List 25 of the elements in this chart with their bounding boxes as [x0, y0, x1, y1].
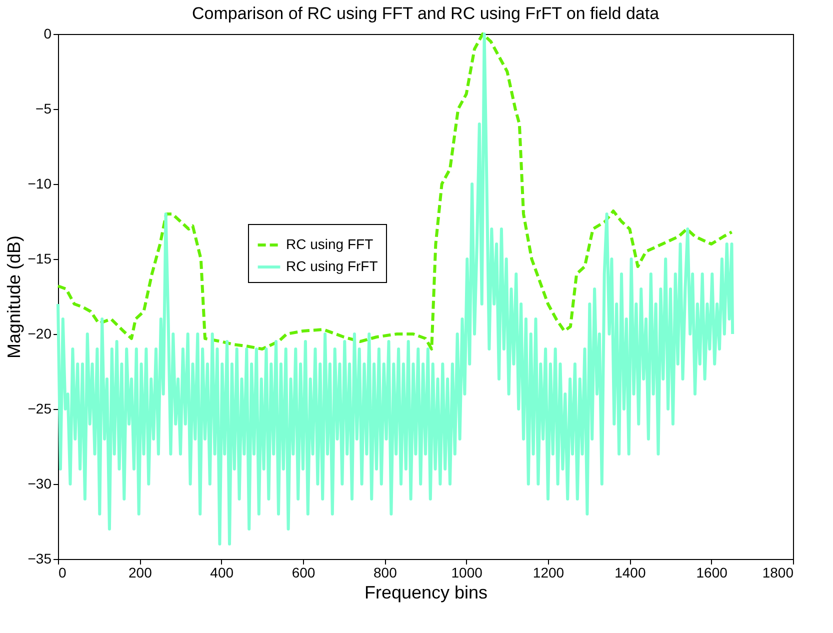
y-tick-label: −15: [28, 250, 52, 266]
x-tick-label: 400: [210, 564, 234, 580]
y-tick-label: −25: [28, 400, 52, 416]
y-tick-label: 0: [44, 26, 52, 42]
x-tick-label: 1600: [696, 564, 728, 580]
x-tick-label: 200: [128, 564, 152, 580]
y-tick-label: −35: [28, 550, 52, 566]
y-tick-label: −20: [28, 326, 52, 342]
x-tick-label: 0: [58, 564, 66, 580]
y-tick-label: −5: [36, 100, 52, 116]
legend-label: RC using FrFT: [286, 258, 378, 274]
x-axis-title: Frequency bins: [364, 582, 488, 602]
x-tick-label: 1000: [451, 564, 483, 580]
y-tick-label: −10: [28, 176, 52, 192]
x-tick-label: 1200: [532, 564, 564, 580]
x-tick-label: 1400: [614, 564, 646, 580]
line-series: [56, 32, 734, 350]
y-tick-label: −30: [28, 476, 52, 492]
line-series: [56, 32, 734, 546]
x-tick-label: 1800: [762, 564, 794, 580]
chart-title: Comparison of RC using FFT and RC using FrFT on field data: [192, 4, 660, 23]
x-tick-label: 600: [292, 564, 316, 580]
legend-label: RC using FFT: [286, 236, 374, 252]
y-axis-title: Magnitude (dB): [4, 235, 24, 359]
x-tick-label: 800: [373, 564, 398, 580]
